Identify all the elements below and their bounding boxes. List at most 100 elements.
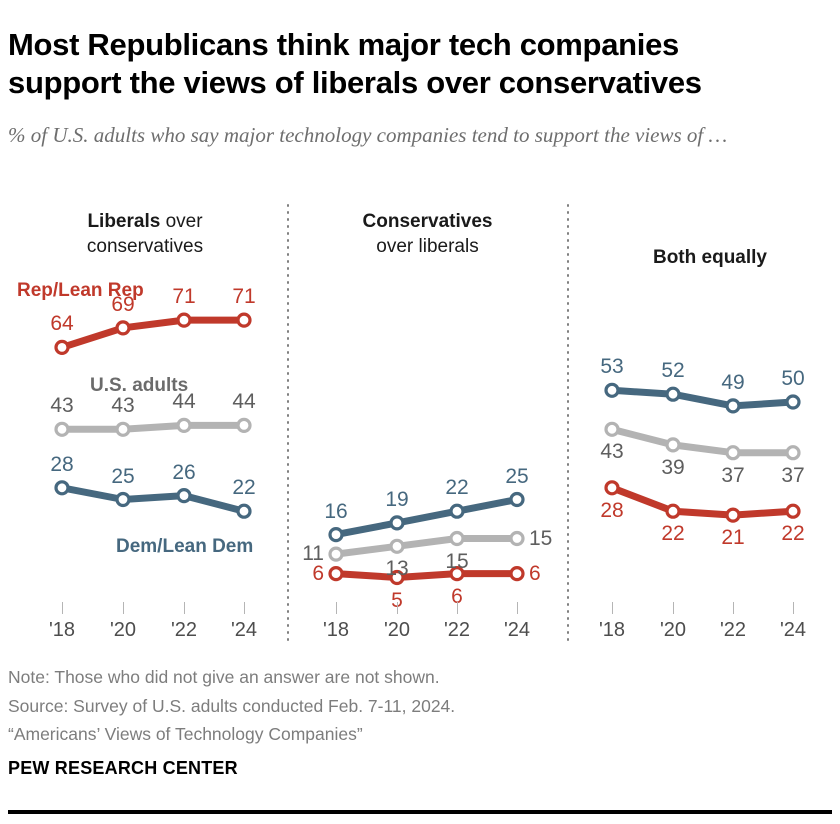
series-line-us-panel-1 bbox=[332, 535, 521, 558]
data-point-rep-panel-0-24 bbox=[236, 312, 252, 328]
value-label-rep-panel-2-20: 22 bbox=[661, 522, 685, 546]
data-point-dem-panel-1-18 bbox=[328, 526, 344, 543]
value-label-rep-panel-0-22: 71 bbox=[172, 285, 196, 309]
footnotes: Note: Those who did not give an answer a… bbox=[8, 663, 808, 749]
data-point-us-panel-0-20 bbox=[115, 421, 131, 437]
data-point-us-panel-1-24 bbox=[509, 530, 525, 547]
series-line-dem-panel-0 bbox=[58, 484, 248, 515]
data-point-dem-panel-1-24 bbox=[509, 491, 525, 508]
value-label-us-panel-0-18: 43 bbox=[50, 394, 74, 418]
value-label-rep-panel-0-18: 64 bbox=[50, 312, 74, 336]
value-label-rep-panel-1-20: 5 bbox=[391, 588, 403, 612]
data-point-us-panel-0-24 bbox=[236, 417, 252, 433]
x-axis-label-panel-0-22: '22 bbox=[170, 619, 198, 641]
panel-header-bold-1: Conservatives bbox=[362, 211, 493, 232]
x-axis-label-panel-1-18: '18 bbox=[322, 619, 350, 641]
series-line-rep-panel-1 bbox=[332, 570, 521, 581]
x-tick-panel-0-24 bbox=[244, 602, 245, 614]
data-point-dem-panel-1-20 bbox=[389, 515, 405, 531]
value-label-dem-panel-0-20: 25 bbox=[111, 464, 135, 488]
x-axis-label-panel-0-20: '20 bbox=[109, 619, 137, 641]
x-axis-label-panel-2-20: '20 bbox=[659, 619, 687, 641]
x-axis-label-panel-0-24: '24 bbox=[230, 619, 258, 641]
x-axis-label-panel-2-22: '22 bbox=[719, 619, 747, 641]
x-tick-panel-2-20 bbox=[673, 602, 674, 614]
panel-header-bold-0: Liberals bbox=[87, 211, 161, 232]
data-point-us-panel-0-18 bbox=[54, 421, 70, 437]
value-label-rep-panel-0-24: 71 bbox=[232, 285, 256, 309]
data-point-dem-panel-2-20 bbox=[665, 386, 681, 402]
page-title-line-1: Most Republicans think major tech compan… bbox=[8, 27, 679, 62]
x-axis-label-panel-2-18: '18 bbox=[598, 619, 626, 641]
series-line-us-panel-2 bbox=[608, 425, 797, 457]
value-label-rep-panel-1-24: 6 bbox=[529, 561, 541, 585]
footnote-note: Note: Those who did not give an answer a… bbox=[8, 667, 440, 687]
series-label-us-adults: U.S. adults bbox=[90, 375, 189, 396]
data-point-dem-panel-0-20 bbox=[115, 491, 131, 508]
series-line-dem-panel-1 bbox=[332, 496, 521, 539]
value-label-dem-panel-1-18: 16 bbox=[324, 499, 348, 523]
series-line-us-panel-0 bbox=[58, 421, 248, 433]
data-point-dem-panel-0-22 bbox=[176, 488, 192, 504]
value-label-us-panel-0-24: 44 bbox=[232, 390, 256, 414]
series-line-dem-panel-2 bbox=[608, 386, 797, 410]
data-point-us-panel-2-20 bbox=[665, 437, 681, 453]
panel-header-conservatives-over-liberals: Conservatives over liberals bbox=[300, 209, 555, 260]
x-tick-panel-1-24 bbox=[517, 602, 518, 614]
data-point-rep-panel-2-18 bbox=[604, 480, 620, 496]
value-label-dem-panel-2-22: 49 bbox=[721, 370, 745, 394]
data-point-dem-panel-2-18 bbox=[604, 382, 620, 398]
value-label-dem-panel-2-24: 50 bbox=[781, 367, 805, 390]
data-point-us-panel-2-18 bbox=[604, 421, 620, 437]
value-label-us-panel-1-24: 15 bbox=[529, 526, 553, 550]
data-point-rep-panel-0-22 bbox=[176, 312, 192, 328]
x-axis-label-panel-0-18: '18 bbox=[48, 619, 76, 641]
x-tick-panel-2-24 bbox=[793, 602, 794, 614]
data-point-us-panel-1-18 bbox=[328, 546, 344, 562]
panel-header-line2-0: conservatives bbox=[86, 236, 204, 258]
value-label-dem-panel-2-20: 52 bbox=[661, 359, 685, 383]
data-point-rep-panel-2-22 bbox=[725, 507, 741, 523]
data-point-rep-panel-1-18 bbox=[328, 565, 344, 582]
footnote-source: Source: Survey of U.S. adults conducted … bbox=[8, 695, 456, 716]
value-label-rep-panel-2-24: 22 bbox=[781, 522, 805, 546]
x-axis-label-panel-1-20: '20 bbox=[383, 619, 411, 641]
data-point-dem-panel-2-24 bbox=[785, 394, 801, 410]
x-tick-panel-1-20 bbox=[397, 602, 398, 614]
value-label-rep-panel-1-18: 6 bbox=[312, 561, 324, 585]
value-label-dem-panel-1-22: 22 bbox=[445, 476, 469, 500]
data-point-us-panel-2-24 bbox=[785, 445, 801, 461]
value-label-rep-panel-0-20: 69 bbox=[111, 292, 135, 316]
data-point-rep-panel-2-24 bbox=[785, 503, 801, 519]
value-label-dem-panel-0-18: 28 bbox=[50, 452, 74, 476]
value-label-rep-panel-1-22: 6 bbox=[451, 584, 463, 608]
value-label-us-panel-2-24: 37 bbox=[781, 463, 805, 487]
data-point-dem-panel-0-18 bbox=[54, 480, 70, 496]
page-subtitle: % of U.S. adults who say major technolog… bbox=[8, 123, 728, 147]
value-label-rep-panel-2-18: 28 bbox=[600, 498, 624, 522]
data-point-us-panel-1-20 bbox=[389, 538, 405, 554]
value-label-dem-panel-1-20: 19 bbox=[385, 487, 409, 511]
data-point-dem-panel-0-24 bbox=[236, 503, 252, 519]
value-label-rep-panel-2-22: 21 bbox=[721, 526, 745, 550]
value-label-us-panel-2-20: 39 bbox=[661, 455, 685, 479]
series-line-rep-panel-2 bbox=[608, 484, 797, 519]
panel-header-bold-2: Both equally bbox=[652, 247, 767, 268]
page-title: Most Republicans think major tech compan… bbox=[8, 26, 818, 103]
value-label-us-panel-1-18: 11 bbox=[302, 542, 324, 566]
data-point-rep-panel-1-24 bbox=[509, 565, 525, 582]
x-tick-panel-0-18 bbox=[62, 602, 63, 614]
x-axis-label-panel-1-24: '24 bbox=[503, 619, 531, 641]
data-point-dem-panel-2-22 bbox=[725, 398, 741, 414]
x-tick-panel-1-18 bbox=[336, 602, 337, 614]
data-point-rep-panel-1-22 bbox=[449, 565, 465, 582]
panel-header-rest-0: over bbox=[160, 211, 203, 232]
panel-header-line2-1: over liberals bbox=[376, 236, 479, 258]
bottom-rule bbox=[8, 810, 832, 814]
x-tick-panel-0-20 bbox=[123, 602, 124, 614]
data-point-us-panel-0-22 bbox=[176, 417, 192, 433]
value-label-dem-panel-2-18: 53 bbox=[600, 355, 624, 379]
footnote-report: “Americans’ Views of Technology Companie… bbox=[8, 724, 363, 745]
